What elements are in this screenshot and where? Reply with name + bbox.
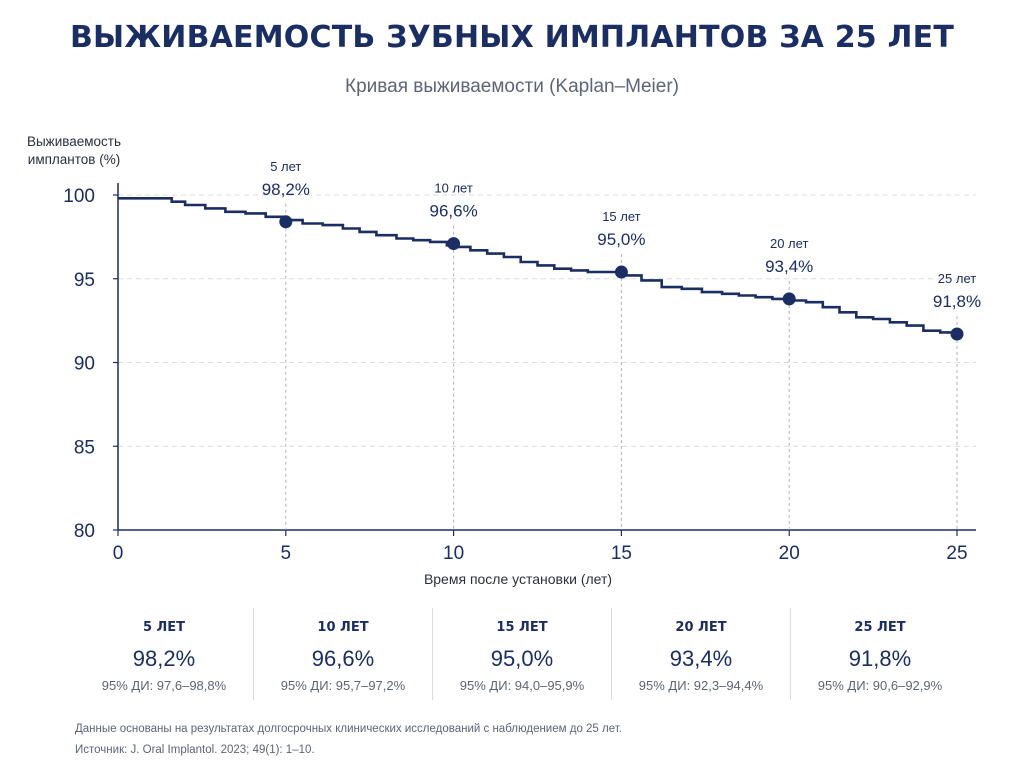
y-axis-label-line: Выживаемость <box>27 134 121 149</box>
milestone-label: 15 лет <box>602 209 640 224</box>
chart-title: ВЫЖИВАЕМОСТЬ ЗУБНЫХ ИМПЛАНТОВ ЗА 25 ЛЕТ <box>69 20 954 55</box>
summary-label: 25 ЛЕТ <box>854 620 906 635</box>
x-tick-label: 15 <box>611 543 632 564</box>
milestone-label: 10 лет <box>434 181 472 196</box>
summary-ci: 95% ДИ: 92,3–94,4% <box>638 678 764 693</box>
summary-cell-15: 15 ЛЕТ 95,0% 95% ДИ: 94,0–95,9% <box>432 608 611 700</box>
x-tick-label: 20 <box>779 543 800 564</box>
y-axis-label-line: имплантов (%) <box>28 152 120 167</box>
summary-cell-5: 5 ЛЕТ 98,2% 95% ДИ: 97,6–98,8% <box>75 608 253 700</box>
milestone-marker <box>279 215 293 229</box>
milestone-label: 20 лет <box>770 236 808 251</box>
milestone-label: 25 лет <box>938 271 976 286</box>
footnotes: Данные основаны на результатах долгосроч… <box>75 719 622 761</box>
summary-value: 91,8% <box>848 646 912 671</box>
summary-label: 15 ЛЕТ <box>496 620 548 635</box>
x-tick-label: 10 <box>443 543 464 564</box>
summary-value: 95,0% <box>490 646 554 671</box>
summary-label: 10 ЛЕТ <box>317 620 369 635</box>
survival-curve <box>118 197 957 334</box>
milestone-label: 5 лет <box>270 159 301 174</box>
milestone-marker <box>950 327 964 341</box>
milestone-marker <box>447 237 461 251</box>
summary-ci: 95% ДИ: 97,6–98,8% <box>101 678 227 693</box>
summary-ci: 95% ДИ: 90,6–92,9% <box>817 678 943 693</box>
x-axis-label: Время после установки (лет) <box>424 571 612 587</box>
summary-value: 98,2% <box>132 646 196 671</box>
x-tick-label: 0 <box>113 543 124 564</box>
milestone-value: 93,4% <box>765 257 813 276</box>
milestone-value: 98,2% <box>262 180 310 199</box>
summary-cell-25: 25 ЛЕТ 91,8% 95% ДИ: 90,6–92,9% <box>790 608 969 700</box>
milestone-value: 96,6% <box>429 202 477 221</box>
milestone-value: 91,8% <box>933 292 981 311</box>
summary-cell-10: 10 ЛЕТ 96,6% 95% ДИ: 95,7–97,2% <box>253 608 432 700</box>
milestone-value: 95,0% <box>597 230 645 249</box>
summary-ci: 95% ДИ: 95,7–97,2% <box>280 678 406 693</box>
milestone-marker <box>782 292 796 306</box>
summary-value: 96,6% <box>311 646 375 671</box>
y-tick-label: 100 <box>63 186 95 207</box>
summary-ci: 95% ДИ: 94,0–95,9% <box>459 678 585 693</box>
source-note: Источник: J. Oral Implantol. 2023; 49(1)… <box>75 744 315 756</box>
summary-value: 93,4% <box>669 646 733 671</box>
x-tick-label: 5 <box>281 543 292 564</box>
summary-label: 20 ЛЕТ <box>675 620 727 635</box>
survival-chart: 80 85 90 95 100 0 5 10 15 20 25 Выживаемость имплант… <box>27 134 981 587</box>
y-axis-label: Выживаемость имплантов (%) <box>27 134 121 167</box>
footnote: Данные основаны на результатах долгосроч… <box>75 723 622 735</box>
milestone-marker <box>614 265 628 279</box>
summary-table: 5 ЛЕТ 98,2% 95% ДИ: 97,6–98,8% 10 ЛЕТ 96… <box>75 608 969 700</box>
summary-cell-20: 20 ЛЕТ 93,4% 95% ДИ: 92,3–94,4% <box>611 608 790 700</box>
chart-subtitle: Кривая выживаемости (Kaplan–Meier) <box>345 76 679 97</box>
y-tick-label: 95 <box>74 270 95 291</box>
y-tick-label: 85 <box>74 437 95 458</box>
y-tick-label: 80 <box>74 521 95 542</box>
y-tick-label: 90 <box>74 354 95 375</box>
summary-label: 5 ЛЕТ <box>142 620 186 635</box>
x-tick-label: 25 <box>946 543 967 564</box>
